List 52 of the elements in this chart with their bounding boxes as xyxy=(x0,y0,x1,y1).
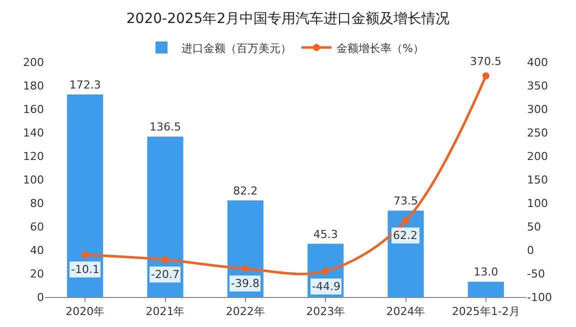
y-tick-label: 20 xyxy=(30,267,44,280)
point xyxy=(162,256,169,264)
x-tick-label: 2022年 xyxy=(226,305,265,318)
y2-tick-label: -50 xyxy=(527,267,545,280)
y-tick-label: 180 xyxy=(23,79,44,92)
x-tick-label: 2024年 xyxy=(386,305,426,318)
point xyxy=(482,72,490,80)
data-label: -44.9 xyxy=(312,280,340,293)
y2-tick-label: -100 xyxy=(527,290,552,304)
x-tick-label: 2025年1-2月 xyxy=(452,305,520,318)
bar xyxy=(468,282,504,297)
y2-tick-label: 0 xyxy=(527,244,534,257)
y2-tick-label: 100 xyxy=(527,196,548,210)
point xyxy=(402,217,410,224)
y-tick-label: 0 xyxy=(37,290,44,304)
bar xyxy=(67,94,104,297)
data-label: -20.7 xyxy=(151,268,180,281)
y2-tick-label: 350 xyxy=(527,79,548,92)
data-label: 370.5 xyxy=(470,55,502,68)
x-tick-label: 2020年 xyxy=(66,305,105,318)
data-label: 73.5 xyxy=(394,194,418,208)
y-tick-label: 200 xyxy=(23,56,44,69)
data-label: -39.8 xyxy=(231,277,260,290)
y-tick-label: 140 xyxy=(23,126,44,140)
point xyxy=(242,265,249,272)
data-label: 172.3 xyxy=(69,78,101,92)
x-tick-label: 2023年 xyxy=(306,305,346,318)
y2-tick-label: 200 xyxy=(527,150,548,163)
y2-tick-label: 400 xyxy=(527,56,548,69)
point xyxy=(82,251,89,258)
legend-label: 进口金额（百万美元） xyxy=(182,42,292,55)
data-label: 13.0 xyxy=(474,266,498,279)
data-label: 45.3 xyxy=(313,228,338,241)
y-tick-label: 160 xyxy=(23,102,44,116)
point xyxy=(322,268,330,275)
y-tick-label: 80 xyxy=(30,196,44,210)
legend-label: 金额增长率（%） xyxy=(336,42,424,55)
y2-tick-label: 50 xyxy=(527,220,541,234)
y-tick-label: 60 xyxy=(30,220,44,234)
y2-tick-label: 300 xyxy=(527,102,548,116)
data-label: 82.2 xyxy=(233,184,258,198)
data-label: 62.2 xyxy=(393,229,418,242)
data-label: 136.5 xyxy=(150,120,181,134)
chart-title: 2020-2025年2月中国专用汽车进口金额及增长情况 xyxy=(126,10,450,27)
y-tick-label: 100 xyxy=(23,173,44,186)
bar xyxy=(147,136,184,297)
y2-tick-label: 250 xyxy=(527,126,548,140)
x-tick-label: 2021年 xyxy=(146,305,185,318)
y2-tick-label: 150 xyxy=(527,173,548,186)
data-label: -10.1 xyxy=(71,263,100,276)
y-tick-label: 40 xyxy=(30,244,44,257)
y-tick-label: 120 xyxy=(23,150,44,163)
